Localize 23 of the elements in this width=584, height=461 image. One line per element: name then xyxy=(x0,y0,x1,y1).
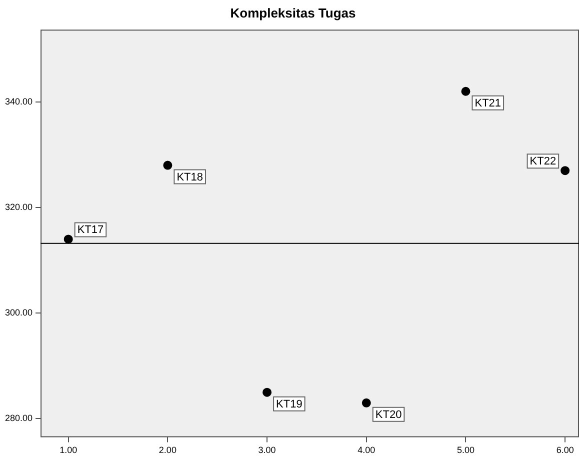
y-tick-label: 300.00 xyxy=(4,308,33,318)
point xyxy=(362,398,371,408)
point xyxy=(64,234,73,244)
x-tick-label: 5.00 xyxy=(456,445,475,456)
x-tick-label: 4.00 xyxy=(358,445,376,456)
point xyxy=(560,166,570,176)
x-tick-label: 2.00 xyxy=(158,445,176,456)
chart-title: Kompleksitas Tugas xyxy=(230,5,356,20)
y-tick-label: 280.00 xyxy=(4,413,33,424)
annotation: KT19 xyxy=(276,398,302,410)
annotation: KT17 xyxy=(77,224,104,236)
annotation: KT21 xyxy=(474,97,502,110)
y-tick-label: 340.00 xyxy=(4,96,33,106)
point xyxy=(163,160,172,170)
annotation: KT18 xyxy=(176,171,203,184)
y-tick-label: 320.00 xyxy=(4,202,33,212)
annotation: KT22 xyxy=(530,156,556,168)
point xyxy=(262,388,272,397)
point xyxy=(461,86,470,96)
x-tick-label: 1.00 xyxy=(60,445,78,456)
x-tick-label: 3.00 xyxy=(258,445,276,456)
x-tick-label: 6.00 xyxy=(556,445,574,456)
annotation: KT20 xyxy=(375,408,402,421)
